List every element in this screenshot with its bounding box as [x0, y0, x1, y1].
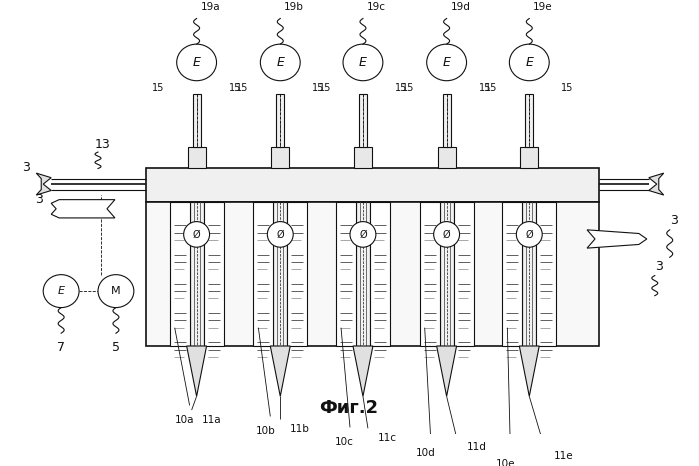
Bar	[276, 95, 284, 148]
Polygon shape	[649, 173, 664, 195]
Bar	[536, 202, 556, 346]
Bar	[336, 202, 356, 346]
Text: 15: 15	[236, 83, 248, 93]
Text: E: E	[193, 56, 201, 69]
Polygon shape	[51, 199, 115, 218]
Text: Ø: Ø	[277, 229, 284, 240]
Ellipse shape	[433, 222, 459, 247]
Text: 13: 13	[95, 138, 111, 151]
Text: 19d: 19d	[451, 2, 470, 12]
Text: 5: 5	[112, 342, 120, 355]
Text: 11c: 11c	[378, 433, 397, 443]
Text: 15: 15	[403, 83, 415, 93]
Text: 15: 15	[319, 83, 331, 93]
Text: 3: 3	[22, 161, 30, 174]
Bar	[359, 95, 367, 148]
Bar	[522, 202, 536, 346]
Text: E: E	[276, 56, 284, 69]
Text: Ø: Ø	[526, 229, 533, 240]
Bar	[526, 95, 533, 148]
Ellipse shape	[98, 274, 134, 308]
Bar	[438, 148, 456, 168]
Text: 15: 15	[312, 83, 324, 93]
Polygon shape	[187, 346, 207, 396]
Polygon shape	[437, 346, 456, 396]
Text: 15: 15	[561, 83, 574, 93]
Bar	[503, 202, 522, 346]
Polygon shape	[36, 173, 51, 195]
Bar	[273, 202, 287, 346]
Text: 10d: 10d	[416, 447, 435, 458]
Text: E: E	[442, 56, 451, 69]
Text: 10a: 10a	[175, 415, 194, 425]
Polygon shape	[353, 346, 373, 396]
Text: 15: 15	[229, 83, 241, 93]
Ellipse shape	[510, 44, 549, 81]
Text: 3: 3	[36, 193, 43, 206]
Bar	[253, 202, 273, 346]
Text: M: M	[111, 286, 121, 296]
Text: 15: 15	[395, 83, 408, 93]
Text: 11a: 11a	[201, 415, 221, 425]
Bar	[271, 148, 289, 168]
Text: 11b: 11b	[290, 424, 310, 434]
Ellipse shape	[43, 274, 79, 308]
Bar	[354, 148, 372, 168]
Polygon shape	[271, 346, 290, 396]
Bar	[187, 148, 206, 168]
Bar	[193, 95, 201, 148]
Text: 10c: 10c	[335, 437, 354, 446]
Text: 10b: 10b	[255, 425, 275, 436]
Text: Ø: Ø	[359, 229, 367, 240]
Bar	[146, 168, 599, 202]
Text: 15: 15	[479, 83, 491, 93]
Ellipse shape	[177, 44, 217, 81]
Text: 19e: 19e	[533, 2, 553, 12]
Text: 11e: 11e	[554, 451, 574, 461]
Text: E: E	[526, 56, 533, 69]
Bar	[370, 202, 390, 346]
Text: 11d: 11d	[466, 442, 487, 452]
Text: Ø: Ø	[442, 229, 450, 240]
Ellipse shape	[517, 222, 542, 247]
Bar	[146, 202, 599, 346]
Ellipse shape	[184, 222, 210, 247]
Text: Ø: Ø	[193, 229, 201, 240]
Bar	[440, 202, 454, 346]
Bar	[442, 95, 451, 148]
Polygon shape	[587, 230, 647, 248]
Text: 19b: 19b	[284, 2, 304, 12]
Bar	[520, 148, 538, 168]
Text: E: E	[57, 286, 64, 296]
Bar	[419, 202, 440, 346]
Bar	[203, 202, 224, 346]
Text: 7: 7	[57, 342, 65, 355]
Ellipse shape	[426, 44, 466, 81]
Text: 19c: 19c	[367, 2, 386, 12]
Text: 3: 3	[670, 214, 677, 227]
Bar	[170, 202, 189, 346]
Bar	[189, 202, 203, 346]
Bar	[356, 202, 370, 346]
Text: 10e: 10e	[496, 459, 515, 466]
Ellipse shape	[350, 222, 376, 247]
Ellipse shape	[343, 44, 383, 81]
Bar	[287, 202, 307, 346]
Ellipse shape	[267, 222, 293, 247]
Polygon shape	[519, 346, 539, 396]
Bar	[454, 202, 473, 346]
Text: 15: 15	[485, 83, 498, 93]
Text: Фиг.2: Фиг.2	[319, 399, 379, 418]
Ellipse shape	[260, 44, 300, 81]
Text: E: E	[359, 56, 367, 69]
Text: 3: 3	[655, 260, 663, 273]
Text: 15: 15	[152, 83, 165, 93]
Text: 19a: 19a	[201, 2, 220, 12]
